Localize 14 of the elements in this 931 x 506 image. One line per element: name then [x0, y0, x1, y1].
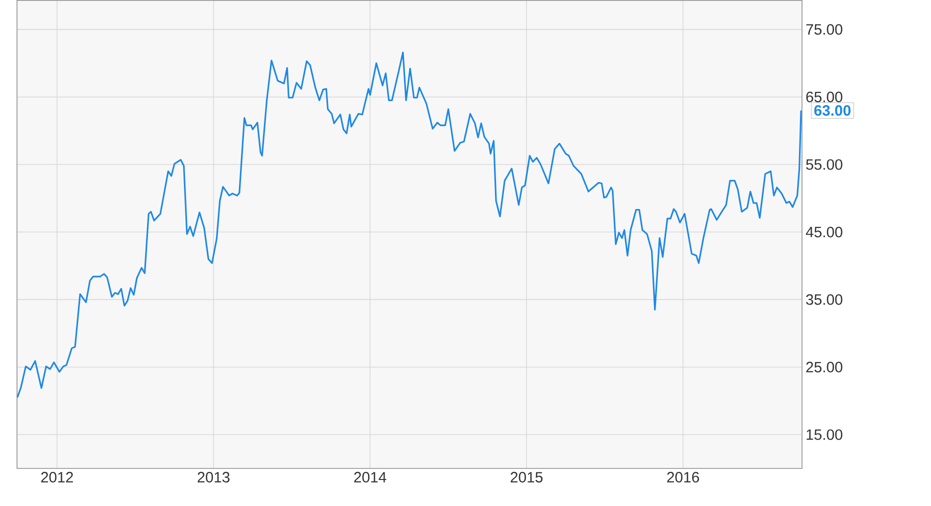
x-tick-label: 2015 — [510, 472, 543, 482]
y-tick-label: 65.00 — [806, 91, 842, 102]
y-tick-label: 75.00 — [806, 24, 842, 35]
annotation: 63.00 — [814, 104, 851, 116]
x-tick-label: 2013 — [198, 472, 230, 482]
y-tick-label: 45.00 — [806, 226, 842, 238]
x-tick-label: 2016 — [667, 472, 700, 482]
x-tick-label: 2014 — [354, 472, 386, 482]
line-series — [17, 51, 802, 398]
y-tick-label: 25.00 — [806, 362, 842, 372]
y-tick-label: 15.00 — [806, 429, 842, 440]
x-tick-label: 2012 — [41, 472, 73, 482]
y-tick-label: 55.00 — [806, 159, 842, 170]
y-tick-label: 35.00 — [806, 294, 842, 305]
